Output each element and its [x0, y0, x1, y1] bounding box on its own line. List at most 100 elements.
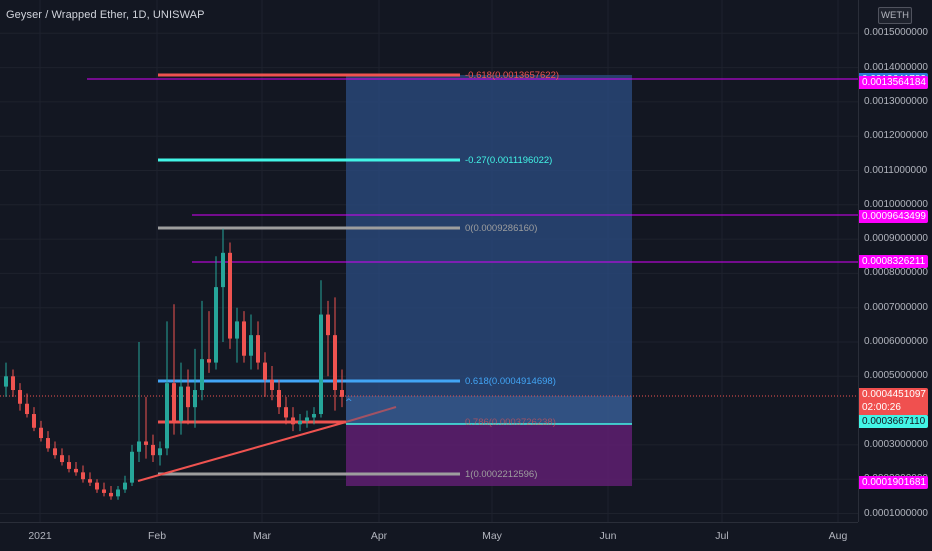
candle[interactable] — [319, 280, 323, 418]
price-tag-magenta: 0.0008326211 — [859, 255, 928, 269]
candle-body — [109, 492, 113, 497]
candle-body — [214, 287, 218, 363]
price-tick-label: 0.0014000000 — [864, 61, 928, 73]
price-chart[interactable]: -0.618(0.0013657622) -0.27(0.0011196022)… — [0, 0, 858, 522]
candle[interactable] — [18, 383, 22, 411]
candle[interactable] — [235, 307, 239, 363]
candle[interactable] — [312, 407, 316, 425]
candle[interactable] — [165, 321, 169, 456]
currency-button[interactable]: WETH — [878, 7, 912, 24]
price-tag-magenta: 0.0009643499 — [859, 210, 928, 224]
price-tag-cyan: 0.0003667110 — [859, 415, 928, 429]
candle[interactable] — [193, 348, 197, 428]
candle[interactable] — [242, 311, 246, 363]
candle[interactable] — [270, 366, 274, 401]
candle[interactable] — [95, 479, 99, 493]
candle-body — [263, 362, 267, 380]
long-position-stop-zone[interactable] — [346, 424, 632, 486]
chart-area[interactable]: -0.618(0.0013657622) -0.27(0.0011196022)… — [0, 0, 858, 522]
candle[interactable] — [158, 441, 162, 466]
candle[interactable] — [53, 441, 57, 459]
candle-body — [228, 252, 232, 339]
candle-body — [277, 390, 281, 408]
candle[interactable] — [81, 465, 85, 483]
time-axis-label: May — [482, 530, 502, 542]
candle-body — [179, 386, 183, 421]
candle-body — [200, 359, 204, 391]
candle[interactable] — [284, 396, 288, 425]
candle[interactable] — [186, 369, 190, 425]
candle[interactable] — [298, 414, 302, 432]
candle[interactable] — [102, 482, 106, 497]
candlesticks[interactable] — [4, 228, 344, 500]
fib-level-label-minus-0618: -0.618(0.0013657622) — [465, 70, 559, 81]
candle[interactable] — [263, 352, 267, 397]
price-tick-label: 0.0012000000 — [864, 130, 928, 142]
candle[interactable] — [228, 242, 232, 349]
candle-body — [130, 451, 134, 483]
candle[interactable] — [256, 321, 260, 370]
trend-line-extension[interactable] — [345, 406, 397, 423]
candle[interactable] — [11, 369, 15, 397]
candle[interactable] — [172, 304, 176, 435]
candle[interactable] — [151, 434, 155, 463]
candle[interactable] — [207, 311, 211, 373]
candle[interactable] — [39, 420, 43, 442]
chart-title: Geyser / Wrapped Ether, 1D, UNISWAP — [6, 9, 205, 21]
fib-level-label-1: 1(0.0002212596) — [465, 469, 537, 480]
candle-body — [116, 489, 120, 497]
candle[interactable] — [291, 407, 295, 432]
candle[interactable] — [88, 472, 92, 487]
candle-body — [74, 468, 78, 473]
candle[interactable] — [277, 379, 281, 415]
candle[interactable] — [214, 256, 218, 370]
candle-body — [46, 438, 50, 449]
price-tag-value: 0.0009643499 — [862, 211, 926, 223]
candle[interactable] — [249, 314, 253, 370]
long-position-target-zone[interactable] — [346, 75, 632, 424]
candle-body — [256, 335, 260, 363]
candle[interactable] — [25, 393, 29, 418]
candle[interactable] — [326, 300, 330, 377]
candle[interactable] — [123, 475, 127, 493]
candle-body — [158, 448, 162, 456]
candle[interactable] — [32, 407, 36, 432]
candle-body — [319, 314, 323, 415]
long-position-entry-zone[interactable] — [346, 396, 632, 424]
price-tag-value: 0.0013564184 — [862, 76, 926, 88]
candle-body — [67, 462, 71, 469]
candle-body — [291, 417, 295, 425]
candle[interactable] — [130, 444, 134, 487]
price-tag-value: 0.0003667110 — [862, 416, 926, 428]
price-tick-label: 0.0015000000 — [864, 27, 928, 39]
fib-level-label-0: 0(0.0009286160) — [465, 223, 537, 234]
price-tick-label: 0.0003000000 — [864, 438, 928, 450]
candle[interactable] — [333, 297, 337, 411]
candle[interactable] — [74, 462, 78, 476]
candle-body — [137, 441, 141, 452]
candle[interactable] — [305, 410, 309, 428]
candle-body — [270, 379, 274, 391]
candle[interactable] — [179, 362, 183, 435]
time-axis[interactable] — [0, 522, 858, 551]
candle[interactable] — [144, 396, 148, 459]
candle[interactable] — [67, 455, 71, 473]
candle[interactable] — [4, 362, 8, 397]
candle-body — [298, 420, 302, 425]
candle-body — [4, 376, 8, 387]
trend-line[interactable] — [137, 421, 347, 482]
candle[interactable] — [116, 486, 120, 500]
candle[interactable] — [60, 448, 64, 466]
fib-level-label-minus-027: -0.27(0.0011196022) — [465, 155, 552, 166]
candle[interactable] — [137, 342, 141, 463]
candle[interactable] — [340, 369, 344, 408]
candle[interactable] — [200, 300, 204, 401]
candle[interactable] — [109, 486, 113, 500]
candle[interactable] — [46, 431, 50, 452]
candle[interactable] — [221, 228, 225, 342]
candle-body — [193, 390, 197, 408]
time-axis-label: Apr — [370, 530, 388, 542]
price-tick-label: 0.0005000000 — [864, 370, 928, 382]
candle-body — [95, 482, 99, 490]
time-axis-label: Jul — [715, 530, 729, 542]
